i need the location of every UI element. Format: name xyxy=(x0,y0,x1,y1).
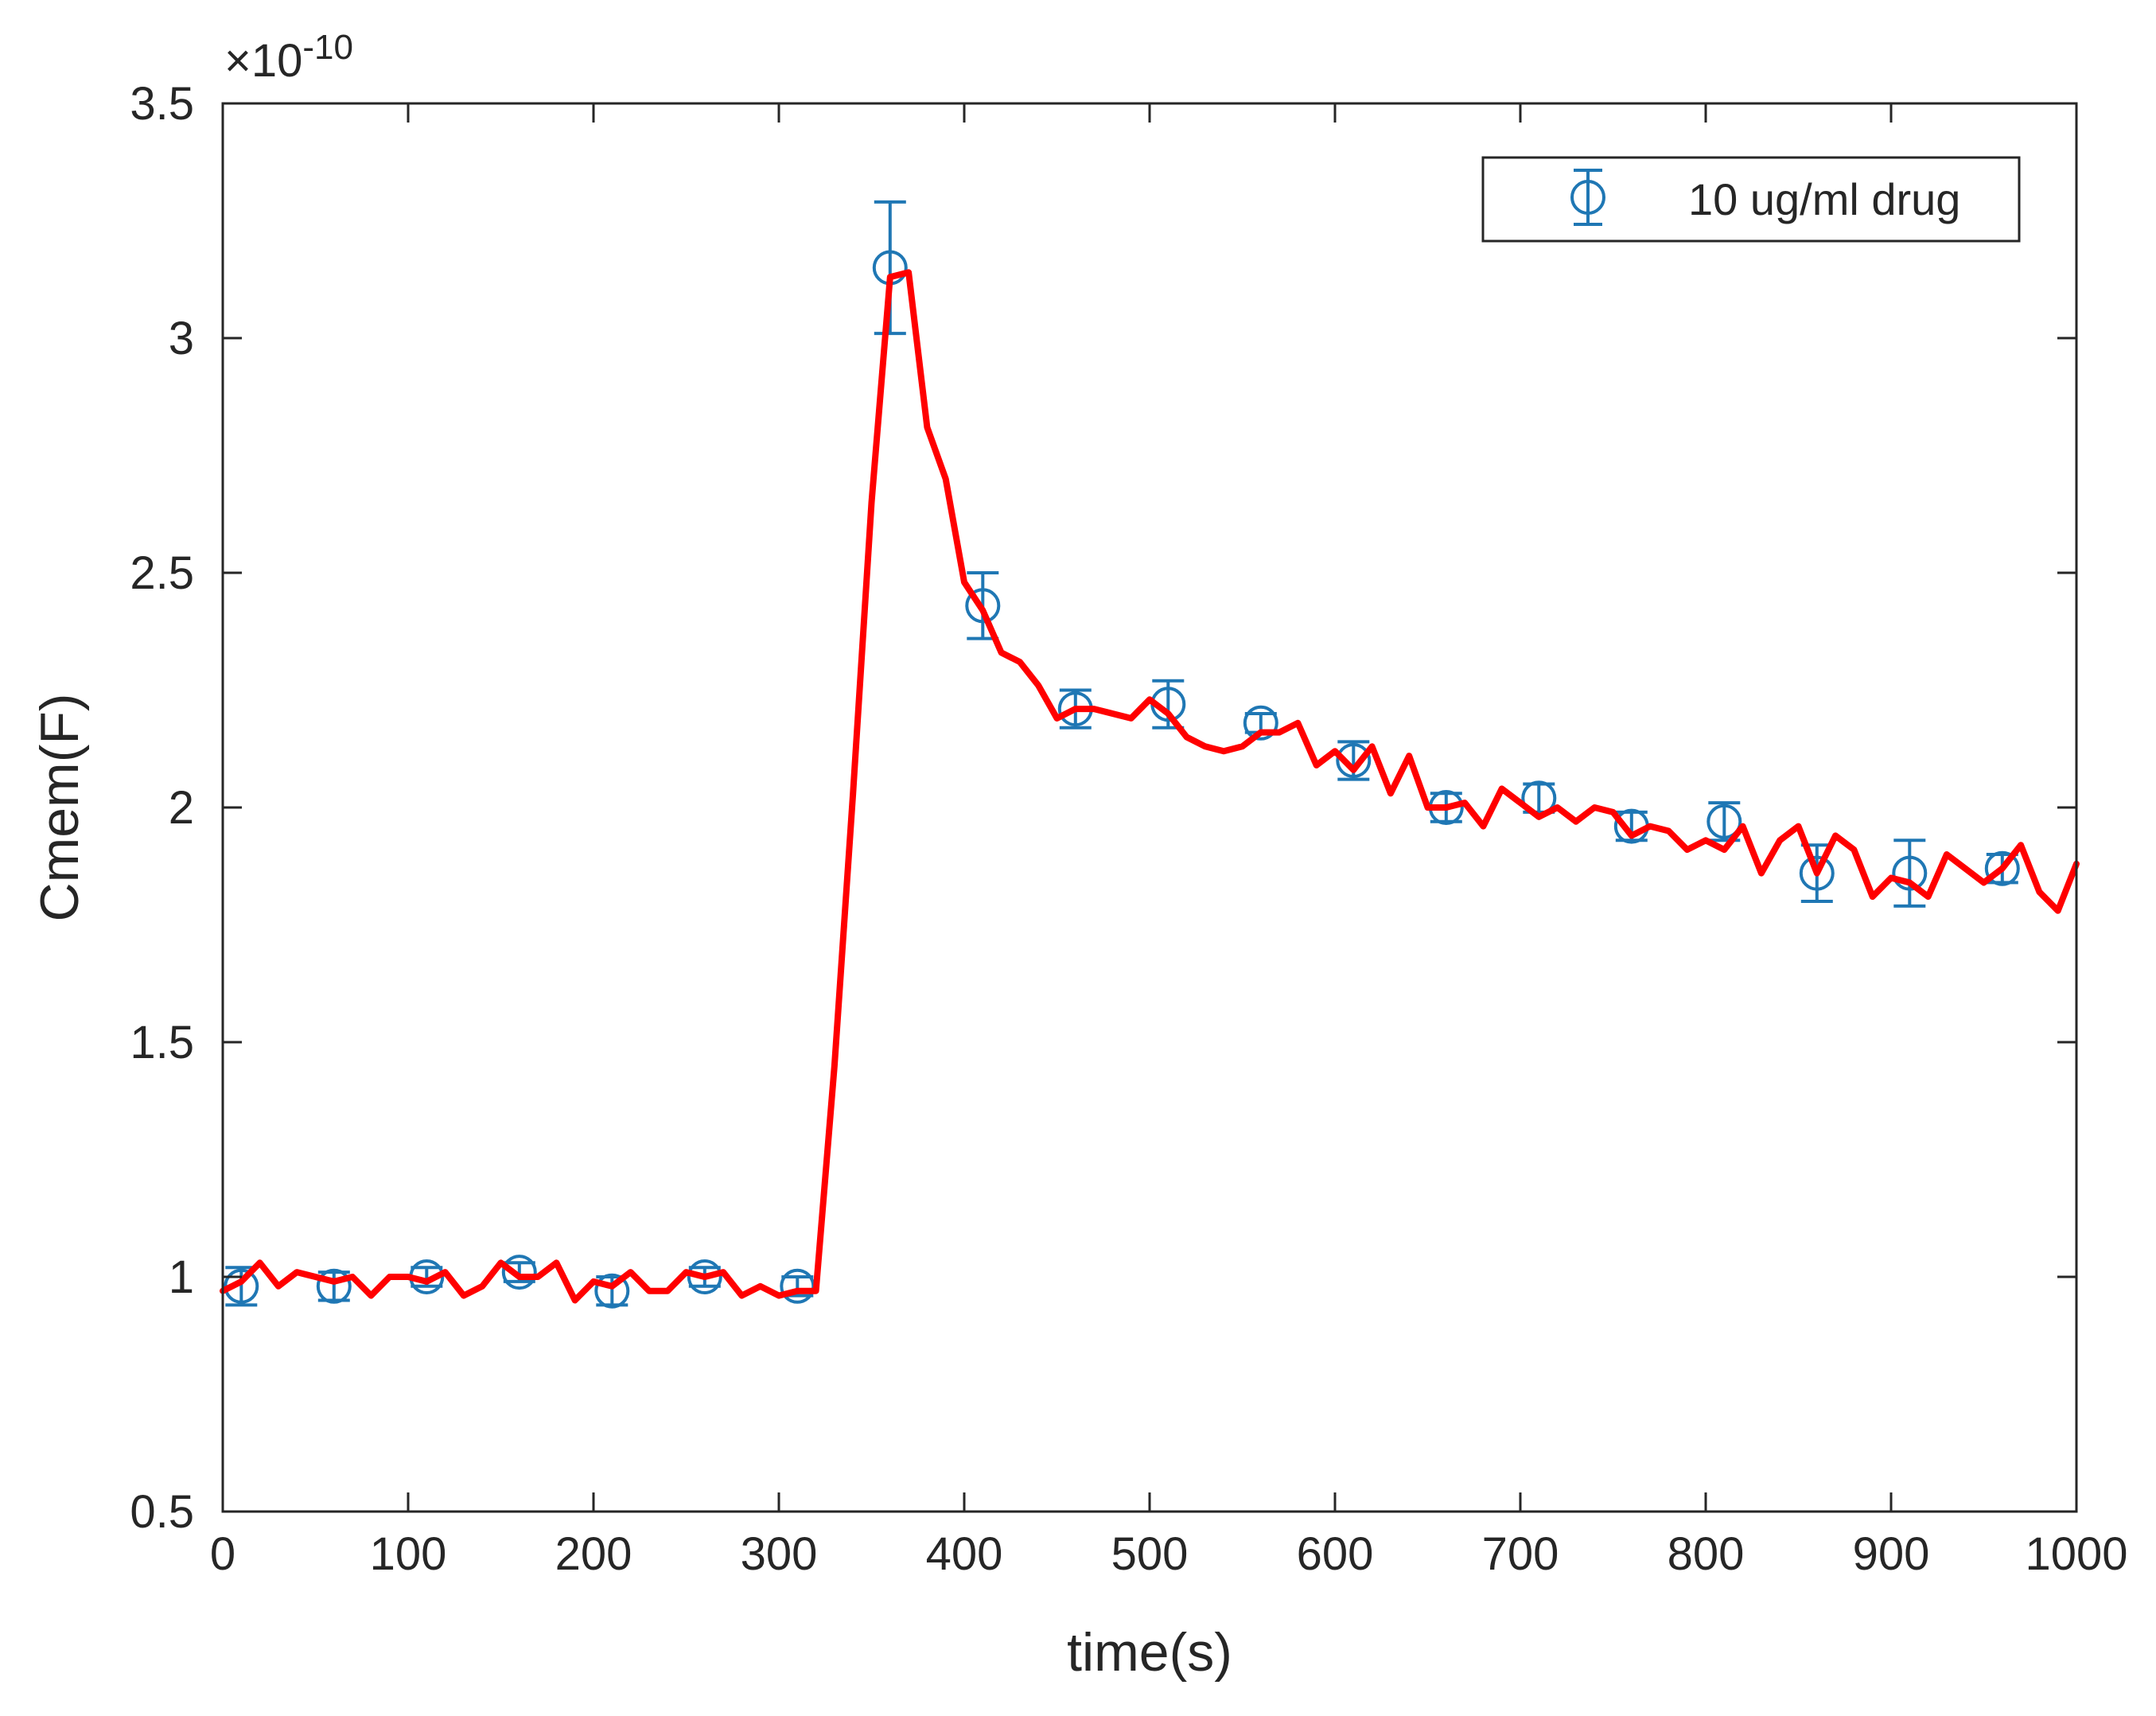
data-point-marker xyxy=(1243,705,1278,741)
data-point-marker xyxy=(316,1268,352,1304)
data-point-marker xyxy=(1707,804,1742,839)
errorbar-point xyxy=(1892,839,1928,908)
x-tick-label: 100 xyxy=(370,1528,447,1580)
y-tick-label: 1.5 xyxy=(130,1017,194,1068)
x-tick-label: 500 xyxy=(1111,1528,1189,1580)
x-tick-label: 0 xyxy=(210,1528,235,1580)
legend: 10 ug/ml drug xyxy=(1481,156,2021,243)
y-axis-label: Cmem(F) xyxy=(29,693,90,921)
y-multiplier-exponent: -10 xyxy=(302,28,353,67)
x-tick-label: 900 xyxy=(1853,1528,1930,1580)
y-tick-label: 2.5 xyxy=(130,547,194,599)
errorbar-point xyxy=(501,1255,537,1290)
y-tick-label: 2 xyxy=(169,782,194,834)
data-point-marker xyxy=(1799,855,1835,891)
y-axis-multiplier: ×10-10 xyxy=(224,28,353,87)
errorbar-point xyxy=(1707,801,1742,842)
data-point-marker xyxy=(1984,850,2020,886)
x-tick-label: 400 xyxy=(926,1528,1003,1580)
y-tick-label: 3 xyxy=(169,313,194,364)
legend-marker xyxy=(1570,180,1605,215)
errorbar-point xyxy=(316,1268,352,1304)
x-tick-label: 200 xyxy=(555,1528,632,1580)
data-point-marker xyxy=(594,1273,630,1309)
plot-area xyxy=(223,103,2076,1512)
y-multiplier-base: ×10 xyxy=(224,35,302,87)
y-tick-label: 3.5 xyxy=(130,78,194,130)
x-tick-label: 300 xyxy=(741,1528,818,1580)
data-point-marker xyxy=(1336,743,1372,778)
fit-line xyxy=(220,269,2080,1304)
errorbar-point xyxy=(594,1273,630,1309)
axes: 0 100 200 300 400 500 600 700 800 900 1000 0.5 1 1.5 2… xyxy=(130,78,2127,1580)
data-point-marker xyxy=(965,588,1001,624)
y-tick-label: 0.5 xyxy=(130,1486,194,1538)
data-point-marker xyxy=(687,1259,722,1294)
x-axis-label: time(s) xyxy=(1067,1622,1232,1683)
legend-label: 10 ug/ml drug xyxy=(1688,174,1960,224)
errorbar-point xyxy=(687,1259,722,1294)
x-tick-label: 700 xyxy=(1482,1528,1559,1580)
x-tick-label: 1000 xyxy=(2025,1528,2127,1580)
errorbar-point xyxy=(1336,740,1372,781)
data-point-marker xyxy=(501,1255,537,1290)
x-tick-label: 800 xyxy=(1668,1528,1745,1580)
legend-errorbar-symbol xyxy=(1570,169,1605,226)
data-point-marker xyxy=(1892,855,1928,891)
data-marks xyxy=(220,200,2080,1309)
x-tick-label: 600 xyxy=(1297,1528,1374,1580)
y-tick-label: 1 xyxy=(169,1251,194,1303)
